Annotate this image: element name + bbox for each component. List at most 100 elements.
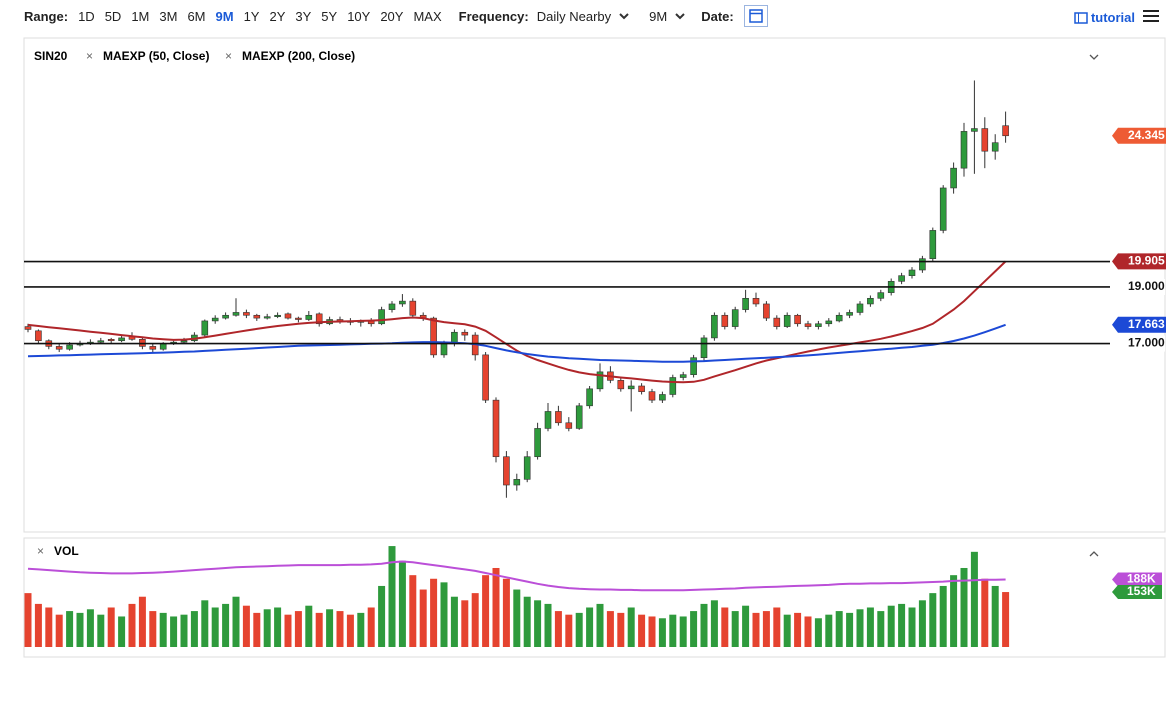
candle-body <box>731 309 739 327</box>
candle-body <box>118 337 125 342</box>
volume-bar <box>950 575 958 647</box>
volume-bar <box>794 612 802 647</box>
range-button[interactable]: 1D <box>78 8 95 24</box>
range-button[interactable]: 3Y <box>295 8 312 24</box>
volume-bar <box>502 578 510 647</box>
range-button[interactable]: 5Y <box>321 8 338 24</box>
volume-bar <box>367 607 375 647</box>
candle-body <box>908 269 916 276</box>
volume-bar <box>45 607 53 647</box>
candle-body <box>950 167 957 189</box>
volume-bar <box>461 600 469 647</box>
candle-body <box>409 300 417 316</box>
candle-body <box>877 292 885 299</box>
legend-entry: MAEXP (50, Close) <box>103 49 209 63</box>
candle-body <box>835 314 843 322</box>
volume-bar <box>149 611 157 647</box>
expand-icon[interactable] <box>1089 551 1099 557</box>
candle-body <box>742 297 749 310</box>
volume-bar <box>222 603 230 647</box>
volume-bar <box>398 560 406 647</box>
range-button[interactable]: 3M <box>159 8 178 24</box>
range-button[interactable]: MAX <box>413 8 442 24</box>
volume-tag-label: 153K <box>1127 584 1156 598</box>
volume-bar <box>128 603 136 647</box>
volume-bar <box>981 578 989 647</box>
volume-bar <box>690 611 698 647</box>
candle-body <box>971 128 978 132</box>
range-button[interactable]: 10Y <box>347 8 371 24</box>
candle-body <box>856 303 864 313</box>
frequency-dropdown[interactable]: Daily Nearby <box>537 9 629 24</box>
volume-label: VOL <box>54 544 79 558</box>
tutorial-icon <box>1074 11 1088 24</box>
volume-bar <box>170 616 178 647</box>
candle-body <box>503 456 510 486</box>
range-button[interactable]: 6M <box>187 8 206 24</box>
period-value: 9M <box>649 8 668 24</box>
volume-bar <box>783 614 791 647</box>
range-button[interactable]: 9M <box>215 8 234 24</box>
range-group: 1D 5D 1M 3M 6M 9M 1Y 2Y 3Y 5Y 10Y 20Y MAX <box>68 9 442 24</box>
frequency-label: Frequency: <box>458 8 529 24</box>
candle-body <box>295 317 302 320</box>
calendar-button[interactable] <box>743 5 768 27</box>
chevron <box>619 13 629 20</box>
candle-body <box>648 391 656 401</box>
volume-bar <box>430 578 438 647</box>
price-tag <box>1112 127 1166 144</box>
volume-bar <box>24 593 32 647</box>
candle-body <box>659 394 666 401</box>
remove-icon[interactable]: × <box>37 544 44 558</box>
volume-bar <box>482 575 490 647</box>
collapse-icon[interactable] <box>1089 54 1099 60</box>
volume-bar <box>159 612 167 647</box>
volume-bar <box>991 585 999 647</box>
candle-body <box>35 330 42 342</box>
volume-bar <box>419 589 427 647</box>
volume-bar <box>242 605 250 647</box>
volume-bar <box>898 603 906 647</box>
candle-body <box>544 411 552 429</box>
volume-bar <box>201 600 209 647</box>
candle-body <box>430 317 437 356</box>
candle-body <box>991 142 999 152</box>
remove-icon[interactable]: × <box>225 49 232 63</box>
volume-bar <box>253 612 261 647</box>
candle-body <box>55 346 63 350</box>
range-button[interactable]: 1Y <box>243 8 260 24</box>
menu-button[interactable] <box>1143 9 1159 23</box>
period-dropdown[interactable]: 9M <box>649 9 685 24</box>
volume-bar <box>211 607 219 647</box>
candle-body <box>513 479 521 486</box>
range-button[interactable]: 2Y <box>269 8 286 24</box>
range-label: Range: <box>24 8 69 24</box>
volume-bar <box>856 609 864 647</box>
candle-body <box>752 297 760 305</box>
volume-bar <box>55 614 63 647</box>
remove-icon[interactable]: × <box>86 49 93 63</box>
candle-body <box>159 343 167 350</box>
range-button[interactable]: 20Y <box>380 8 404 24</box>
volume-bar <box>814 618 822 647</box>
volume-bar <box>263 609 271 647</box>
candle-body <box>929 230 937 259</box>
volume-bar <box>731 611 739 647</box>
tutorial-link[interactable]: tutorial <box>1074 10 1135 25</box>
candle-body <box>711 314 718 339</box>
volume-bar <box>232 596 240 647</box>
moving-average-line <box>27 323 1006 363</box>
volume-bar <box>118 616 126 647</box>
candle-body <box>825 320 833 325</box>
volume-bar <box>326 609 334 647</box>
candle-body <box>763 303 770 319</box>
volume-bar <box>544 603 552 647</box>
range-button[interactable]: 5D <box>104 8 122 24</box>
candle-body <box>253 314 261 319</box>
volume-bar <box>554 611 562 647</box>
volume-bar <box>97 614 105 647</box>
range-button[interactable]: 1M <box>131 8 150 24</box>
candle-body <box>815 323 822 327</box>
candle-body <box>274 314 281 317</box>
